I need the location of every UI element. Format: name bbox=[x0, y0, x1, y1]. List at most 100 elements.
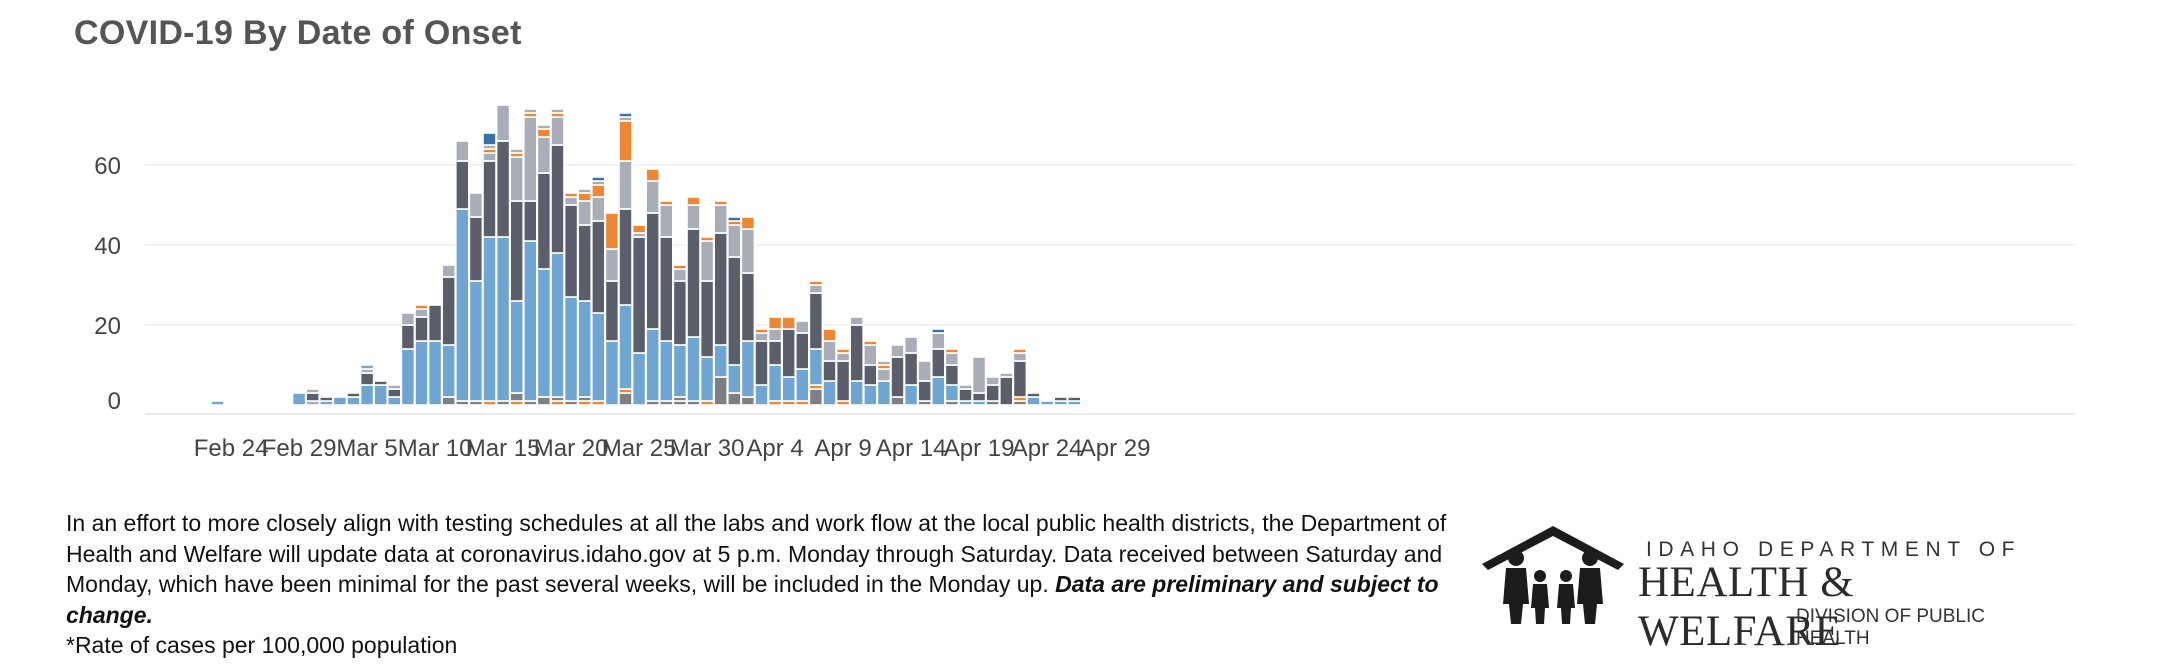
x-tick-label: Mar 10 bbox=[398, 435, 473, 462]
bar-segment bbox=[604, 248, 620, 282]
bar-segment bbox=[618, 208, 633, 306]
bar-segment bbox=[359, 372, 375, 386]
bar-segment bbox=[482, 132, 497, 146]
bar-segment bbox=[686, 204, 701, 230]
bar-segment bbox=[454, 208, 470, 402]
bar-segment bbox=[713, 200, 729, 206]
bar-segment bbox=[699, 280, 715, 358]
bar-segment bbox=[808, 388, 824, 406]
bar-segment bbox=[577, 188, 593, 194]
bar-segment bbox=[726, 224, 742, 258]
bar-segment bbox=[1053, 396, 1068, 402]
bar-segment bbox=[672, 264, 688, 270]
bar-segment bbox=[794, 368, 810, 402]
bar-segment bbox=[563, 296, 579, 402]
bar-segment bbox=[944, 384, 960, 402]
x-tick-label: Mar 25 bbox=[602, 435, 677, 462]
bar-segment bbox=[618, 112, 633, 118]
logo-line-department: IDAHO DEPARTMENT OF bbox=[1646, 538, 2022, 561]
bar-segment bbox=[944, 348, 960, 354]
y-tick-label: 40 bbox=[94, 233, 121, 260]
bar-segment bbox=[903, 352, 919, 386]
disclaimer-note: In an effort to more closely align with … bbox=[66, 508, 1466, 661]
note-text: In an effort to more closely align with … bbox=[66, 510, 1447, 597]
bar-segment bbox=[767, 340, 783, 366]
bar-segment bbox=[550, 108, 565, 114]
bar-segment bbox=[645, 328, 661, 402]
bar-segment bbox=[890, 396, 905, 406]
bar-segment bbox=[754, 328, 769, 334]
x-tick-label: Apr 19 bbox=[944, 435, 1015, 462]
bar-segment bbox=[291, 392, 307, 406]
bar-segment bbox=[509, 300, 525, 394]
bar-segment bbox=[876, 380, 892, 406]
bar-segment bbox=[699, 240, 715, 282]
bar-segment bbox=[1026, 392, 1041, 398]
bar-segment bbox=[862, 384, 878, 406]
bar-segment bbox=[482, 160, 497, 238]
bar-segment bbox=[890, 344, 905, 358]
bar-segment bbox=[713, 376, 729, 406]
y-tick-label: 20 bbox=[94, 313, 121, 340]
y-tick-label: 0 bbox=[108, 388, 121, 415]
bar-segment bbox=[618, 304, 633, 390]
bar-segment bbox=[767, 316, 783, 330]
bar-segment bbox=[794, 320, 810, 334]
bar-segment bbox=[686, 228, 701, 338]
bar-segment bbox=[876, 368, 892, 382]
bar-segment bbox=[699, 356, 715, 402]
bar-segment bbox=[577, 300, 593, 398]
bar-segment bbox=[414, 304, 429, 310]
bar-segment bbox=[835, 352, 851, 362]
bar-segment bbox=[468, 280, 484, 402]
bar-segment bbox=[359, 384, 375, 406]
bar-segment bbox=[536, 124, 552, 130]
x-tick-label: Apr 9 bbox=[814, 435, 871, 462]
bar-segment bbox=[917, 380, 933, 402]
bar-segment bbox=[726, 216, 742, 222]
bar-segment bbox=[400, 348, 416, 406]
bar-segment bbox=[849, 316, 865, 326]
bar-segment bbox=[414, 308, 429, 318]
bar-segment bbox=[944, 352, 960, 366]
bar-segment bbox=[441, 396, 457, 406]
x-tick-label: Mar 20 bbox=[534, 435, 609, 462]
bar-segment bbox=[618, 392, 633, 406]
bar-segment bbox=[930, 376, 946, 406]
bar-segment bbox=[618, 120, 633, 162]
x-tick-label: Mar 30 bbox=[670, 435, 745, 462]
bar-segment bbox=[1039, 400, 1055, 406]
bar-segment bbox=[536, 396, 552, 406]
bar-segment bbox=[713, 232, 729, 346]
bar-segment bbox=[427, 304, 443, 342]
bar-segment bbox=[754, 384, 769, 406]
bar-segment bbox=[590, 176, 606, 182]
bar-segment bbox=[468, 216, 484, 282]
bar-segment bbox=[482, 152, 497, 162]
family-house-icon bbox=[1482, 526, 1624, 624]
bar-segment bbox=[522, 200, 538, 242]
bar-segment bbox=[414, 316, 429, 342]
bar-segment bbox=[686, 196, 701, 206]
bar-segment bbox=[1026, 396, 1041, 406]
bar-segment bbox=[305, 388, 321, 394]
bar-segment bbox=[822, 360, 837, 382]
bar-segment bbox=[998, 372, 1014, 378]
bar-segment bbox=[509, 392, 525, 402]
bar-segment bbox=[482, 236, 497, 402]
bar-segment bbox=[359, 364, 375, 370]
bar-segment bbox=[536, 172, 552, 270]
bar-segment bbox=[509, 148, 525, 154]
bar-segment bbox=[930, 332, 946, 350]
logo-line-health-welfare: HEALTH & WELFARE bbox=[1638, 559, 1855, 655]
bar-segment bbox=[713, 204, 729, 234]
bar-segment bbox=[822, 380, 837, 406]
bar-segment bbox=[332, 396, 348, 406]
x-tick-label: Feb 29 bbox=[262, 435, 337, 462]
bar-segment bbox=[1012, 348, 1028, 354]
bar-segment bbox=[944, 364, 960, 386]
bar-segment bbox=[346, 392, 361, 398]
bar-segment bbox=[917, 360, 933, 382]
bar-segment bbox=[590, 196, 606, 222]
bar-segment bbox=[754, 332, 769, 342]
